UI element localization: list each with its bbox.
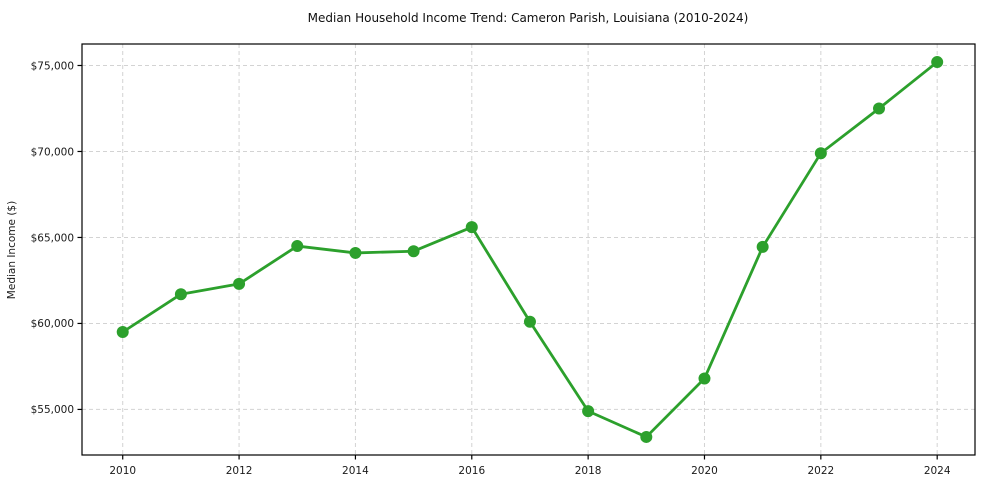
x-tick-label: 2010 bbox=[109, 465, 136, 477]
data-point-2020 bbox=[698, 372, 711, 385]
x-tick-label: 2020 bbox=[691, 465, 718, 477]
data-point-2018 bbox=[582, 405, 595, 418]
x-tick-label: 2014 bbox=[342, 465, 369, 477]
data-point-2016 bbox=[465, 221, 478, 234]
data-point-2014 bbox=[349, 246, 362, 259]
y-tick-label: $65,000 bbox=[31, 232, 74, 244]
tick-labels: 2010 2012 2014 2016 2018 2020 2022 2024 $55,000 $… bbox=[31, 60, 951, 477]
y-tick-label: $55,000 bbox=[31, 404, 74, 416]
data-point-2019 bbox=[640, 430, 653, 443]
x-tick-label: 2024 bbox=[924, 465, 951, 477]
data-point-2023 bbox=[873, 102, 886, 115]
y-tick-label: $70,000 bbox=[31, 146, 74, 158]
data-point-2021 bbox=[756, 240, 769, 253]
data-point-2015 bbox=[407, 245, 420, 258]
data-point-2017 bbox=[523, 315, 536, 328]
data-point-2022 bbox=[814, 147, 827, 160]
plot-border bbox=[81, 43, 976, 456]
x-tick-label: 2018 bbox=[575, 465, 602, 477]
data-point-2012 bbox=[233, 277, 246, 290]
data-point-2010 bbox=[116, 326, 129, 339]
x-tick-label: 2012 bbox=[226, 465, 253, 477]
data-point-2024 bbox=[931, 56, 944, 69]
x-tick-label: 2016 bbox=[458, 465, 485, 477]
data-point-2011 bbox=[174, 288, 187, 301]
axes bbox=[77, 43, 976, 460]
y-tick-label: $60,000 bbox=[31, 318, 74, 330]
y-axis-label: Median Income ($) bbox=[6, 201, 18, 299]
x-tick-label: 2022 bbox=[807, 465, 834, 477]
data-series bbox=[116, 56, 944, 443]
data-point-2013 bbox=[291, 240, 304, 253]
chart-title: Median Household Income Trend: Cameron P… bbox=[308, 11, 749, 25]
y-tick-label: $75,000 bbox=[31, 60, 74, 72]
